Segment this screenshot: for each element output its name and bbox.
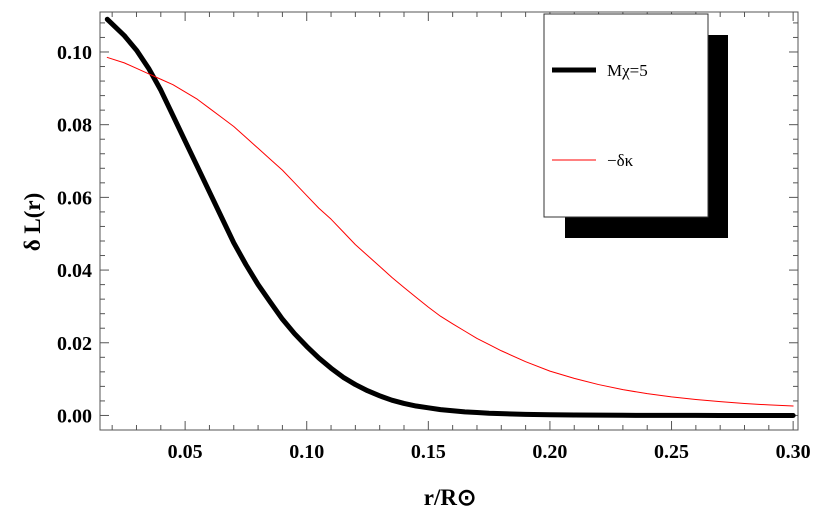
- legend-box: [543, 13, 709, 218]
- y-tick-label: 0.10: [57, 42, 92, 64]
- x-tick-label: 0.20: [532, 441, 567, 463]
- x-tick-label: 0.30: [776, 441, 811, 463]
- plot-frame: [99, 11, 799, 431]
- y-tick-label: 0.00: [57, 405, 92, 427]
- x-tick-label: 0.15: [411, 441, 446, 463]
- legend-label-series-2: −δκ: [607, 151, 634, 170]
- x-tick-label: 0.10: [289, 441, 324, 463]
- y-tick-label: 0.04: [57, 260, 92, 282]
- legend-label-series-1: Mχ=5: [607, 61, 648, 80]
- x-axis-label: r/R⊙: [424, 485, 476, 510]
- x-tick-label: 0.25: [654, 441, 689, 463]
- series-line-2: [106, 56, 794, 407]
- y-tick-label: 0.08: [57, 115, 92, 137]
- series-line-1: [104, 16, 796, 418]
- legend: Mχ=5 −δκ: [543, 13, 728, 238]
- y-tick-label: 0.02: [57, 333, 92, 355]
- y-axis-label: δ L(r): [20, 193, 45, 252]
- x-tick-label: 0.05: [168, 441, 203, 463]
- y-tick-label: 0.06: [57, 187, 92, 209]
